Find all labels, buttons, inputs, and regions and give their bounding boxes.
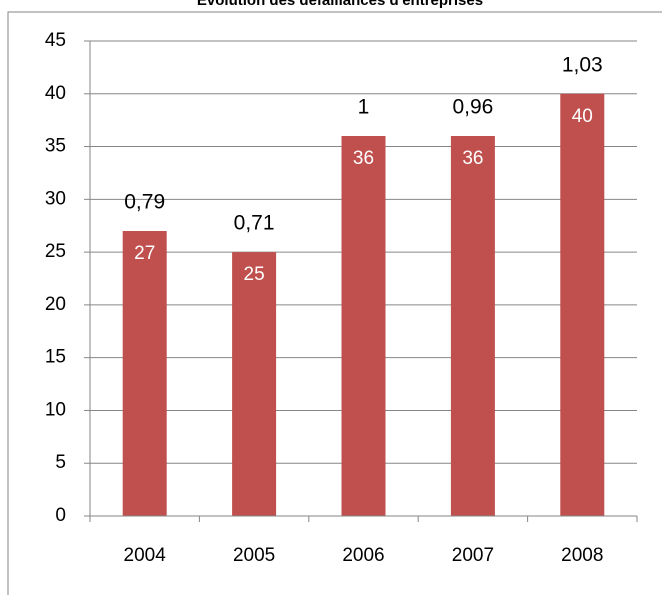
y-tick-label: 25 bbox=[45, 241, 66, 262]
annotation-label: 0,96 bbox=[452, 96, 493, 119]
bar bbox=[232, 252, 277, 516]
x-tick-label: 2008 bbox=[561, 545, 603, 566]
y-tick-label: 5 bbox=[55, 452, 66, 473]
y-tick-label: 45 bbox=[45, 30, 66, 51]
y-tick-label: 10 bbox=[45, 399, 66, 420]
y-tick-label: 40 bbox=[45, 83, 66, 104]
y-tick-label: 15 bbox=[45, 347, 66, 368]
x-tick-label: 2006 bbox=[342, 545, 384, 566]
y-tick-label: 0 bbox=[55, 505, 66, 526]
x-tick-label: 2007 bbox=[452, 545, 494, 566]
data-label: 27 bbox=[134, 243, 155, 264]
bar bbox=[122, 231, 167, 516]
annotation-label: 0,79 bbox=[124, 191, 165, 214]
bar bbox=[560, 93, 605, 517]
data-label: 36 bbox=[353, 148, 374, 169]
annotation-label: 0,71 bbox=[234, 212, 275, 235]
annotation-label: 1 bbox=[358, 96, 370, 119]
x-tick-label: 2005 bbox=[233, 545, 275, 566]
data-label: 25 bbox=[244, 264, 265, 285]
y-tick-label: 20 bbox=[45, 294, 66, 315]
bar bbox=[450, 136, 495, 516]
bar bbox=[341, 136, 386, 516]
annotation-label: 1,03 bbox=[562, 53, 603, 76]
data-label: 40 bbox=[572, 106, 593, 127]
y-tick-label: 35 bbox=[45, 136, 66, 157]
chart-title: Évolution des défaillances d'entreprises bbox=[197, 0, 483, 9]
data-label: 36 bbox=[462, 148, 483, 169]
x-tick-label: 2004 bbox=[124, 545, 167, 566]
chart-border bbox=[7, 11, 662, 595]
y-tick-label: 30 bbox=[45, 188, 66, 209]
